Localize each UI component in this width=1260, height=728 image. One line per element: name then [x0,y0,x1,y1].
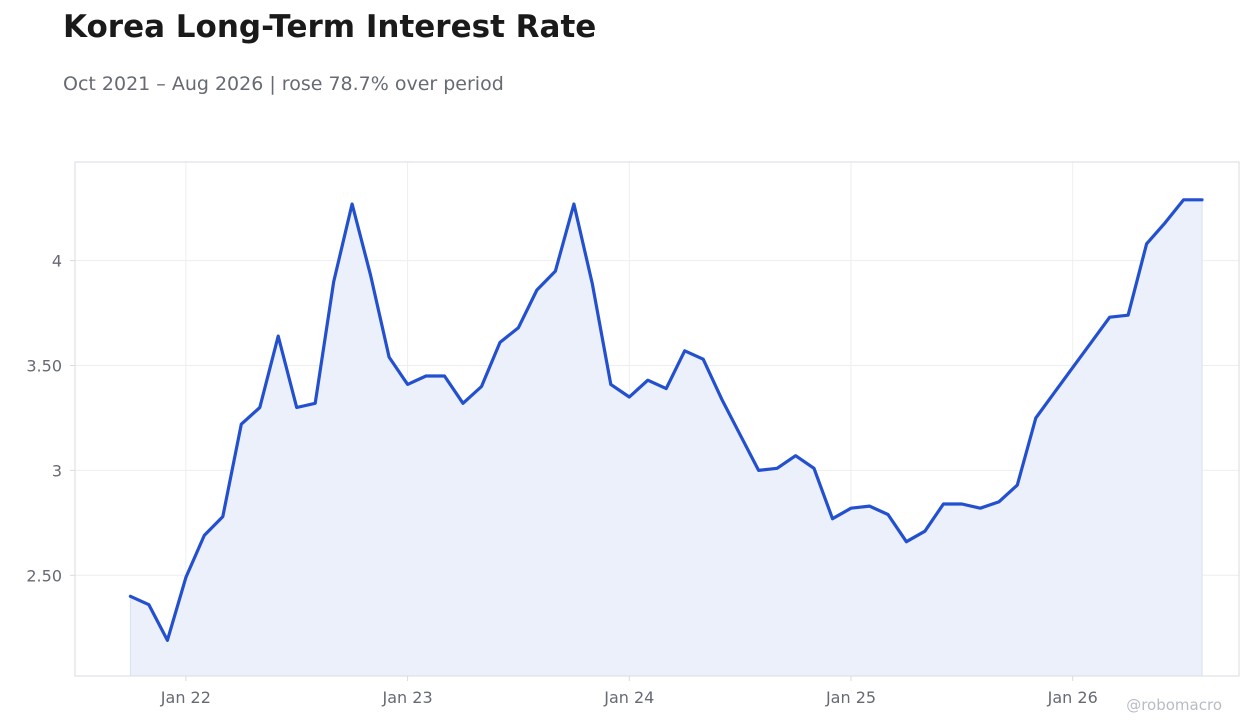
x-tick-label: Jan 23 [382,688,433,707]
series-area-fill [130,199,1202,677]
y-tick-label: 3.50 [26,357,62,376]
watermark: @robomacro [1126,696,1222,714]
x-tick-label: Jan 24 [603,688,654,707]
x-tick-label: Jan 26 [1047,688,1098,707]
y-tick-label: 2.50 [26,566,62,585]
y-tick-label: 4 [52,252,62,271]
x-tick-label: Jan 25 [825,688,876,707]
chart-title: Korea Long-Term Interest Rate [63,9,597,45]
y-tick-label: 3 [52,461,62,480]
series-line [128,198,1204,642]
x-tick-label: Jan 22 [160,688,211,707]
plot-frame [74,161,1240,677]
chart-subtitle: Oct 2021 – Aug 2026 | rose 78.7% over pe… [63,73,504,95]
